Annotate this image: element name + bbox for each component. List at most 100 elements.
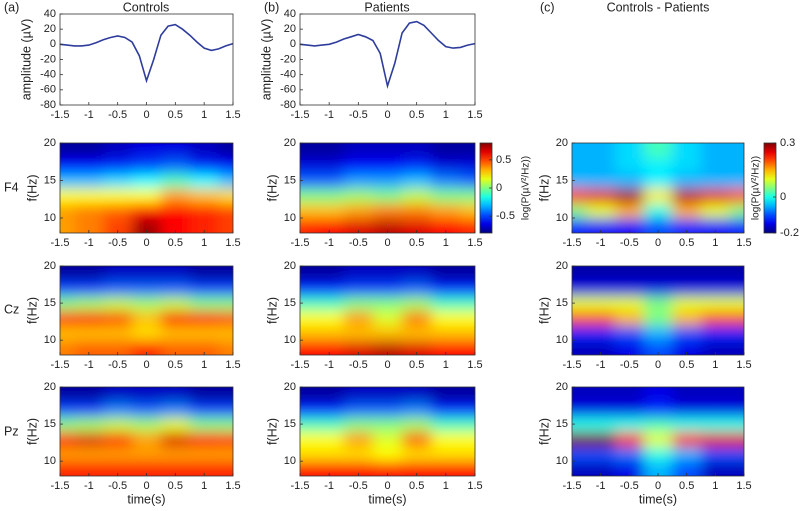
heatmap-cell bbox=[60, 203, 75, 219]
heatmap-cell bbox=[343, 295, 374, 311]
heatmap-cell bbox=[672, 340, 702, 355]
heatmap-cell bbox=[160, 266, 191, 282]
heatmap-cell bbox=[672, 173, 702, 189]
heatmap-cell bbox=[189, 143, 220, 159]
heatmap-cells bbox=[300, 266, 475, 355]
heatmap-cell bbox=[189, 446, 220, 462]
heatmap-cell bbox=[729, 461, 744, 476]
heatmap-cell bbox=[615, 325, 645, 341]
heatmap-cell bbox=[643, 280, 673, 297]
row-label: Pz bbox=[4, 424, 19, 438]
heatmap-cell bbox=[60, 401, 75, 418]
heatmap-cell bbox=[300, 266, 316, 282]
heatmap-cell bbox=[372, 416, 403, 432]
heatmap-cell bbox=[643, 310, 673, 326]
heatmap-cell bbox=[701, 401, 731, 418]
y-tick-label: 20 bbox=[556, 137, 568, 149]
heatmap-cell bbox=[402, 416, 432, 432]
x-tick-label: -1.5 bbox=[291, 109, 310, 121]
heatmap-cell bbox=[643, 431, 673, 447]
heatmap-cell bbox=[60, 188, 75, 204]
y-tick-label: 15 bbox=[556, 174, 568, 186]
heatmap-cell bbox=[701, 218, 731, 233]
x-tick-label: -1.5 bbox=[563, 359, 582, 371]
heatmap-cell bbox=[60, 143, 75, 159]
colorbar-label: log(P(µV²/Hz)) bbox=[521, 156, 532, 220]
heatmap-cell bbox=[343, 188, 374, 204]
y-tick-label: 40 bbox=[284, 8, 296, 20]
heatmap-cell bbox=[672, 203, 702, 219]
heatmap-cell bbox=[103, 416, 133, 432]
heatmap-cell bbox=[74, 461, 104, 476]
heatmap-cell bbox=[218, 218, 233, 233]
heatmap-cell bbox=[729, 295, 744, 311]
y-tick-label: 20 bbox=[44, 23, 56, 35]
heatmap-cell bbox=[460, 416, 475, 432]
chart: -1.5 -1 -0.5 0 0.5 1 1.5 10 15 20 f(Hz) time(s) bbox=[25, 381, 240, 506]
heatmap-cell bbox=[729, 188, 744, 204]
heatmap-cell bbox=[160, 431, 191, 447]
y-tick-label: 15 bbox=[556, 418, 568, 430]
heatmap-cell bbox=[189, 340, 220, 355]
heatmap-cell bbox=[643, 143, 673, 159]
heatmap-cell bbox=[74, 280, 104, 297]
heatmap-cell bbox=[701, 416, 731, 432]
heatmap-cell bbox=[314, 266, 345, 282]
x-tick-label: 0.5 bbox=[679, 359, 694, 371]
x-tick-label: 0.5 bbox=[168, 237, 183, 249]
heatmap-cell bbox=[218, 280, 233, 297]
heatmap-cell bbox=[74, 431, 104, 447]
heatmap-cell bbox=[160, 143, 191, 159]
x-tick-label: -1 bbox=[324, 480, 334, 492]
heatmap-cell bbox=[132, 416, 162, 432]
x-tick-label: 0.5 bbox=[168, 109, 183, 121]
heatmap-cell bbox=[701, 203, 731, 219]
heatmap-cell bbox=[672, 158, 702, 174]
heatmap-cell bbox=[586, 401, 616, 418]
heatmap-cell bbox=[460, 280, 475, 297]
heatmap-cell bbox=[460, 387, 475, 403]
heatmap-cell bbox=[431, 218, 461, 233]
heatmap-cell bbox=[572, 158, 587, 174]
heatmap-cell bbox=[74, 325, 104, 341]
heatmap-cell bbox=[218, 387, 233, 403]
y-tick-label: 15 bbox=[284, 418, 296, 430]
heatmap-cell bbox=[103, 340, 133, 355]
heatmap-cells bbox=[572, 387, 744, 476]
heatmap-cell bbox=[586, 280, 616, 297]
colorbar-tick-label: 0 bbox=[496, 182, 502, 194]
y-tick-label: -80 bbox=[280, 99, 296, 111]
chart: -1.5 -1 -0.5 0 0.5 1 1.5 10 15 20 f(Hz) time(s) bbox=[537, 381, 751, 506]
x-tick-label: 0 bbox=[143, 237, 149, 249]
heatmap bbox=[300, 266, 475, 355]
x-tick-label: 1 bbox=[443, 359, 449, 371]
heatmap-cell bbox=[218, 173, 233, 189]
y-tick-label: 0 bbox=[50, 38, 56, 50]
heatmap-cell bbox=[103, 188, 133, 204]
heatmap-cell bbox=[372, 461, 403, 476]
heatmap-cell bbox=[343, 340, 374, 355]
heatmap-cell bbox=[132, 158, 162, 174]
heatmap-cell bbox=[431, 173, 461, 189]
heatmap-cell bbox=[60, 310, 75, 326]
x-tick-label: -1.5 bbox=[51, 359, 70, 371]
heatmap-cell bbox=[615, 387, 645, 403]
heatmap-cell bbox=[672, 280, 702, 297]
heatmap-cell bbox=[343, 325, 374, 341]
heatmap-cell bbox=[218, 446, 233, 462]
x-tick-label: -0.5 bbox=[620, 237, 639, 249]
y-tick-label: 10 bbox=[44, 455, 56, 467]
x-tick-label: 0 bbox=[655, 237, 661, 249]
y-tick-label: 20 bbox=[284, 23, 296, 35]
heatmap-cell bbox=[132, 266, 162, 282]
heatmap-cell bbox=[460, 446, 475, 462]
heatmap-cell bbox=[615, 461, 645, 476]
x-tick-label: 1.5 bbox=[225, 237, 240, 249]
heatmap-cell bbox=[132, 173, 162, 189]
heatmap-cell bbox=[314, 310, 345, 326]
heatmap-cell bbox=[189, 173, 220, 189]
heatmap-cell bbox=[372, 310, 403, 326]
heatmap-cell bbox=[218, 188, 233, 204]
y-tick-label: -20 bbox=[280, 53, 296, 65]
